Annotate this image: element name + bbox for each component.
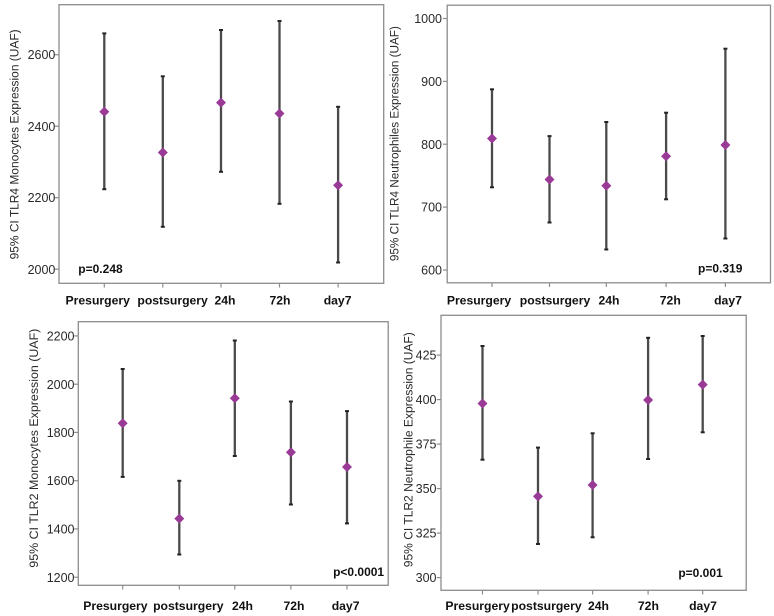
- svg-text:p=0.319: p=0.319: [698, 261, 743, 275]
- svg-text:400: 400: [416, 393, 437, 407]
- svg-text:900: 900: [421, 75, 442, 89]
- svg-text:2000: 2000: [47, 378, 75, 392]
- svg-text:425: 425: [416, 349, 437, 363]
- svg-text:1600: 1600: [47, 474, 75, 488]
- svg-text:postsurgery: postsurgery: [153, 599, 224, 613]
- svg-text:95% CI TLR4 Neutrophiles Expre: 95% CI TLR4 Neutrophiles Expression (UAF…: [388, 26, 402, 261]
- svg-text:2200: 2200: [28, 191, 56, 205]
- svg-text:800: 800: [421, 138, 442, 152]
- svg-text:95% CI TLR2 Neutrophile Expres: 95% CI TLR2 Neutrophile Expression (UAF): [402, 332, 416, 567]
- svg-text:Presurgery: Presurgery: [83, 599, 148, 613]
- svg-text:72h: 72h: [638, 599, 659, 613]
- svg-text:95% CI TLR2 Monocytes Expressi: 95% CI TLR2 Monocytes Expression (UAF): [27, 329, 41, 568]
- svg-text:72h: 72h: [283, 599, 304, 613]
- svg-text:2200: 2200: [47, 329, 75, 343]
- svg-text:postsurgery: postsurgery: [511, 599, 582, 613]
- svg-text:325: 325: [416, 527, 437, 541]
- svg-text:postsurgery: postsurgery: [520, 293, 591, 307]
- svg-text:1800: 1800: [47, 426, 75, 440]
- svg-text:day7: day7: [714, 293, 742, 307]
- svg-text:day7: day7: [689, 599, 717, 613]
- svg-text:p<0.0001: p<0.0001: [333, 565, 384, 579]
- svg-text:24h: 24h: [598, 293, 619, 307]
- svg-text:95% CI TLR4 Monocytes Expressi: 95% CI TLR4 Monocytes Expression (UAF): [8, 29, 22, 259]
- svg-text:Presurgery: Presurgery: [447, 293, 512, 307]
- svg-text:p=0.001: p=0.001: [678, 566, 723, 580]
- svg-text:p=0.248: p=0.248: [78, 262, 123, 276]
- svg-text:2400: 2400: [28, 120, 56, 134]
- svg-text:1000: 1000: [414, 12, 442, 26]
- svg-text:day7: day7: [332, 599, 360, 613]
- svg-text:600: 600: [421, 264, 442, 278]
- svg-text:72h: 72h: [269, 293, 290, 307]
- svg-text:24h: 24h: [232, 599, 253, 613]
- svg-text:300: 300: [416, 571, 437, 585]
- svg-text:day7: day7: [324, 293, 352, 307]
- svg-text:72h: 72h: [660, 293, 681, 307]
- svg-text:Presurgery: Presurgery: [66, 293, 131, 307]
- svg-text:1200: 1200: [47, 571, 75, 585]
- svg-text:350: 350: [416, 482, 437, 496]
- svg-text:Presurgery: Presurgery: [445, 599, 510, 613]
- svg-text:2000: 2000: [28, 263, 56, 277]
- svg-text:2600: 2600: [28, 48, 56, 62]
- svg-text:24h: 24h: [588, 599, 609, 613]
- svg-text:24h: 24h: [214, 293, 235, 307]
- svg-text:700: 700: [421, 201, 442, 215]
- svg-text:375: 375: [416, 438, 437, 452]
- svg-text:1400: 1400: [47, 522, 75, 536]
- svg-text:postsurgery: postsurgery: [137, 293, 208, 307]
